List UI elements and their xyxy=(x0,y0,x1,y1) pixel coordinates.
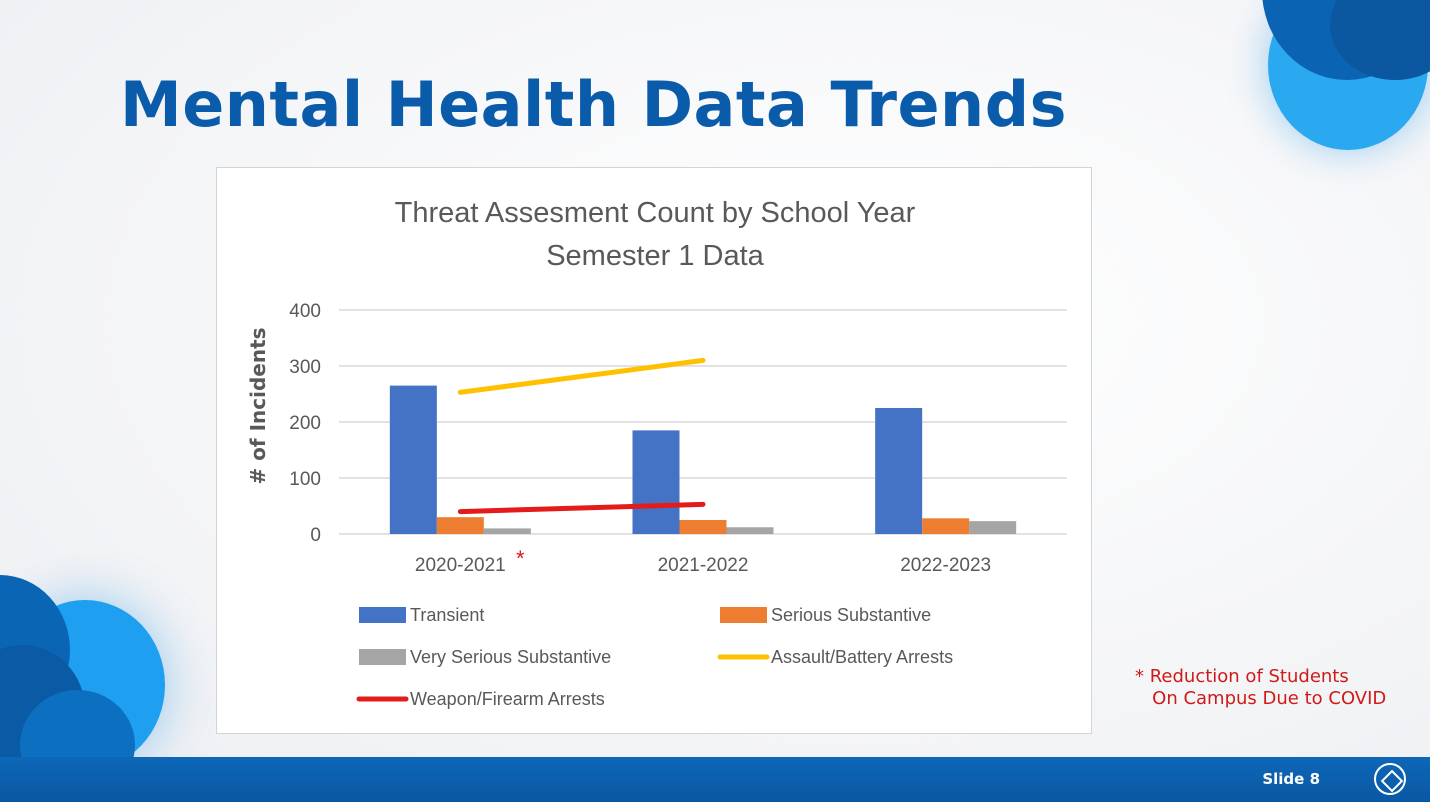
y-tick-label: 300 xyxy=(289,357,321,378)
footer-bar: Slide 8 xyxy=(0,757,1430,802)
y-tick-label: 0 xyxy=(310,525,321,546)
threat-assessment-chart: Threat Assesment Count by School Year Se… xyxy=(246,197,1067,709)
bar xyxy=(436,517,484,534)
slide-number: Slide 8 xyxy=(1262,770,1320,788)
bar xyxy=(632,430,680,534)
x-tick-label: 2021-2022 xyxy=(658,555,749,576)
bar xyxy=(875,408,923,534)
bar xyxy=(922,518,970,534)
bar xyxy=(483,528,531,534)
chart-title: Threat Assesment Count by School Year xyxy=(395,197,916,229)
legend-label: Assault/Battery Arrests xyxy=(771,647,953,667)
x-tick-label: 2020-2021 xyxy=(415,555,506,576)
x-tick-label: 2022-2023 xyxy=(900,555,991,576)
legend-swatch xyxy=(720,607,767,623)
legend-swatch xyxy=(359,607,406,623)
series-line xyxy=(457,501,706,515)
footnote-line-1: * Reduction of Students xyxy=(1135,666,1349,687)
legend-label: Transient xyxy=(410,605,484,625)
covid-footnote: * Reduction of Students On Campus Due to… xyxy=(1135,666,1386,710)
y-tick-label: 400 xyxy=(289,301,321,322)
footnote-line-2: On Campus Due to COVID xyxy=(1135,688,1387,709)
bar xyxy=(389,385,437,534)
legend-label: Very Serious Substantive xyxy=(410,647,611,667)
series-line xyxy=(457,357,706,395)
legend-label: Serious Substantive xyxy=(771,605,931,625)
y-tick-label: 100 xyxy=(289,469,321,490)
covid-asterisk: * xyxy=(516,546,525,571)
y-axis-label: # of Incidents xyxy=(246,327,270,484)
slide-title: Mental Health Data Trends xyxy=(120,68,1067,141)
y-tick-label: 200 xyxy=(289,413,321,434)
legend-swatch xyxy=(359,649,406,665)
legend-label: Weapon/Firearm Arrests xyxy=(410,689,605,709)
bar xyxy=(726,527,774,534)
chart-subtitle: Semester 1 Data xyxy=(546,240,764,272)
chart-container: Threat Assesment Count by School Year Se… xyxy=(216,167,1092,734)
district-logo-icon xyxy=(1374,763,1406,795)
bar xyxy=(969,521,1017,534)
bar xyxy=(679,520,727,534)
